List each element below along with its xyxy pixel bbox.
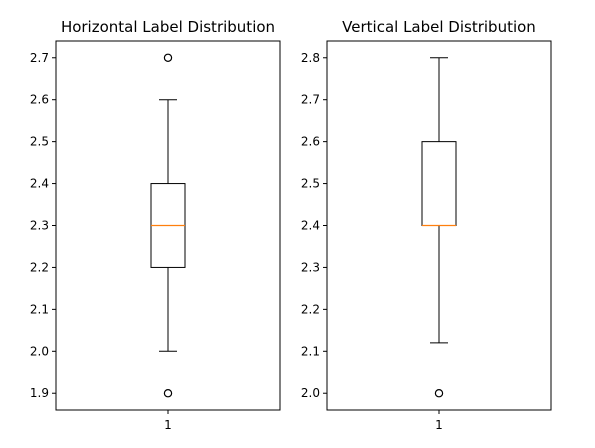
vertical-chart-title: Vertical Label Distribution — [342, 18, 536, 36]
vertical-x-tick-label: 1 — [435, 418, 443, 432]
vertical-y-tick-label: 2.0 — [301, 386, 320, 400]
horizontal-x-tick-label: 1 — [164, 418, 172, 432]
horizontal-chart-title: Horizontal Label Distribution — [61, 18, 275, 36]
horizontal-y-tick-label: 2.1 — [30, 302, 49, 316]
horizontal-y-tick-label: 2.2 — [30, 260, 49, 274]
horizontal-y-tick-label: 2.5 — [30, 135, 49, 149]
vertical-y-tick-label: 2.8 — [301, 51, 320, 65]
vertical-y-tick-label: 2.4 — [301, 219, 320, 233]
horizontal-y-tick-label: 2.6 — [30, 93, 49, 107]
horizontal-y-tick-label: 2.3 — [30, 219, 49, 233]
horizontal-y-tick-label: 2.7 — [30, 51, 49, 65]
vertical-y-tick-label: 2.2 — [301, 302, 320, 316]
vertical-y-tick-label: 2.5 — [301, 177, 320, 191]
horizontal-y-tick-label: 2.4 — [30, 177, 49, 191]
vertical-y-tick-label: 2.6 — [301, 135, 320, 149]
vertical-distribution-panel: Vertical Label Distribution 2.0 2.1 2.2 2.3… — [301, 18, 552, 432]
horizontal-y-tick-label: 1.9 — [30, 386, 49, 400]
vertical-y-tick-label: 2.1 — [301, 344, 320, 358]
horizontal-distribution-panel: Horizontal Label Distribution 1.9 2.0 2.1 2… — [30, 18, 281, 432]
vertical-y-tick-label: 2.3 — [301, 260, 320, 274]
horizontal-y-tick-label: 2.0 — [30, 344, 49, 358]
horizontal-outlier-point — [163, 389, 173, 398]
vertical-y-tick-label: 2.7 — [301, 93, 320, 107]
horizontal-outlier-point — [163, 53, 173, 62]
vertical-outlier-point — [434, 389, 444, 398]
